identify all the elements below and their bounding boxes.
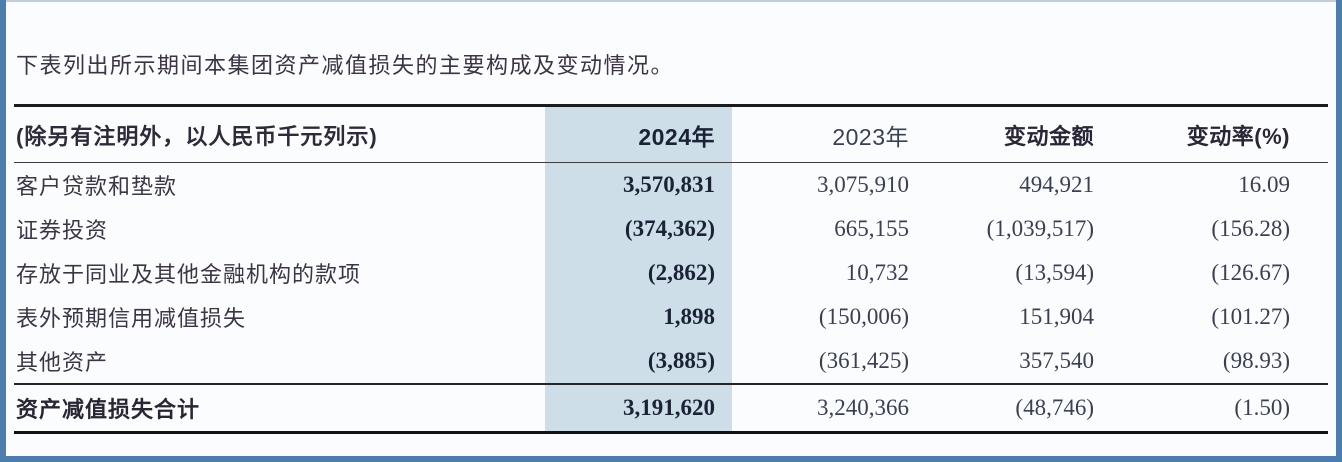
page-edge-left <box>0 0 6 462</box>
cell-2024: 3,570,831 <box>623 172 715 197</box>
cell-rate: (98.93) <box>1222 348 1290 373</box>
cell-2023: (150,006) <box>818 304 909 329</box>
cell-rate: (156.28) <box>1211 216 1290 241</box>
row-label: 证券投资 <box>16 218 109 243</box>
total-change: (48,746) <box>1015 395 1094 420</box>
total-rate: (1.50) <box>1234 395 1290 420</box>
highlight-column-2024 <box>545 104 732 433</box>
cell-2023: (361,425) <box>818 348 909 373</box>
table-header-row: (除另有注明外，以人民币千元列示) 2024年 2023年 变动金额 变动率(%… <box>14 104 1328 163</box>
cell-change: (1,039,517) <box>986 216 1094 241</box>
row-label: 客户贷款和垫款 <box>16 174 178 199</box>
table-row: 表外预期信用减值损失 1,898 (150,006) 151,904 (101.… <box>14 295 1328 339</box>
row-label: 表外预期信用减值损失 <box>16 306 247 331</box>
cell-2024: (3,885) <box>647 348 715 373</box>
total-2024: 3,191,620 <box>623 395 715 420</box>
header-col-change: 变动金额 <box>1003 123 1094 149</box>
table-row: 客户贷款和垫款 3,570,831 3,075,910 494,921 16.0… <box>14 163 1328 207</box>
header-col-2024: 2024年 <box>638 123 715 150</box>
row-label: 存放于同业及其他金融机构的款项 <box>16 262 362 287</box>
impairment-table: (除另有注明外，以人民币千元列示) 2024年 2023年 变动金额 变动率(%… <box>14 104 1328 434</box>
header-col-rate: 变动率(%) <box>1186 123 1290 149</box>
cell-rate: (126.67) <box>1211 260 1290 285</box>
table-row: 其他资产 (3,885) (361,425) 357,540 (98.93) <box>14 339 1328 383</box>
table-row: 存放于同业及其他金融机构的款项 (2,862) 10,732 (13,594) … <box>14 251 1328 295</box>
cell-2023: 10,732 <box>845 260 909 285</box>
cell-rate: 16.09 <box>1238 172 1290 197</box>
intro-text: 下表列出所示期间本集团资产减值损失的主要构成及变动情况。 <box>16 53 675 78</box>
table-total-row: 资产减值损失合计 3,191,620 3,240,366 (48,746) (1… <box>14 383 1328 434</box>
page-edge-top <box>0 0 1342 2</box>
page-edge-right <box>1336 0 1342 462</box>
cell-2023: 3,075,910 <box>817 172 909 197</box>
page-edge-bottom <box>0 456 1342 462</box>
row-label: 其他资产 <box>16 350 109 375</box>
table-row: 证券投资 (374,362) 665,155 (1,039,517) (156.… <box>14 207 1328 251</box>
cell-2024: (2,862) <box>647 260 715 285</box>
header-unit-note: (除另有注明外，以人民币千元列示) <box>16 123 378 149</box>
total-2023: 3,240,366 <box>817 395 909 420</box>
total-label: 资产减值损失合计 <box>16 397 201 422</box>
cell-change: 494,921 <box>1019 172 1094 197</box>
header-col-2023: 2023年 <box>832 123 909 150</box>
cell-rate: (101.27) <box>1211 304 1290 329</box>
cell-2024: (374,362) <box>624 216 715 241</box>
cell-change: 151,904 <box>1019 304 1094 329</box>
cell-2023: 665,155 <box>834 216 909 241</box>
cell-change: 357,540 <box>1019 348 1094 373</box>
cell-change: (13,594) <box>1015 260 1094 285</box>
cell-2024: 1,898 <box>663 304 715 329</box>
